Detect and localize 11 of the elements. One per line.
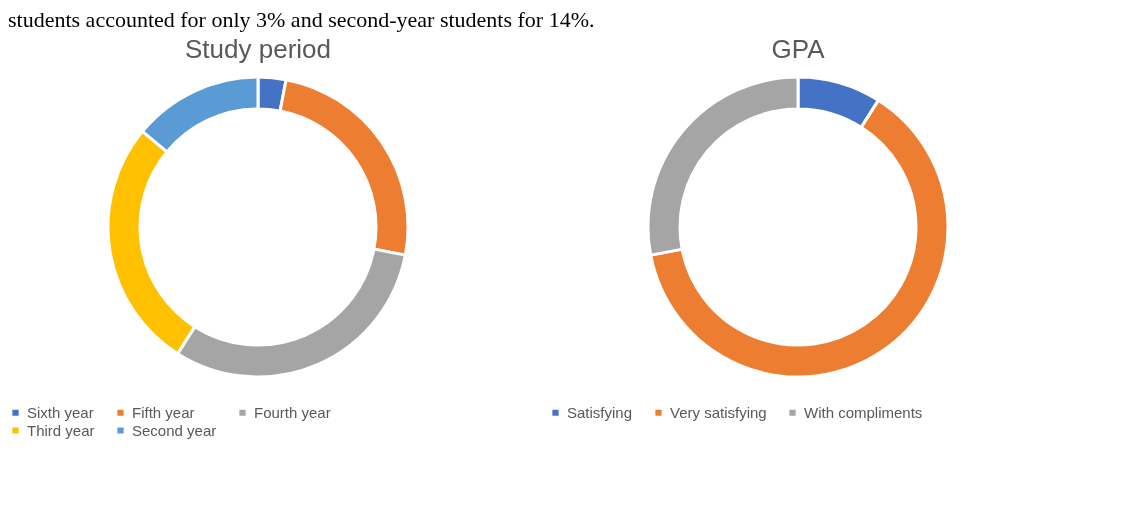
legend-label: With compliments [804,403,923,421]
legend-label: Third year [27,421,95,439]
legend-label: Satisfying [567,403,633,421]
legend-label: Fifth year [132,403,195,421]
chart-title: GPA [771,34,826,64]
text: students accounted for only 3% and second-year students for 14%. [8,7,595,32]
legend-label: Sixth year [27,403,94,421]
legend-label: Very satisfying [670,403,767,421]
chart-title: Study period [185,34,331,64]
legend-label: Fourth year [254,403,331,421]
legend-label: Second year [132,421,217,439]
